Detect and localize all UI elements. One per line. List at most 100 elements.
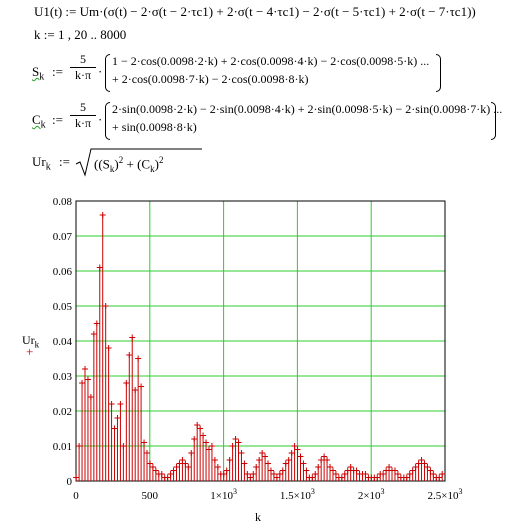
data-point-marker [300, 460, 307, 467]
equation-u1[interactable]: U1(t) := Um·(σ(t) − 2·σ(t − 2·τc1) + 2·σ… [34, 4, 476, 20]
data-point-marker [273, 474, 280, 481]
y-tick-label: 0.06 [53, 266, 73, 278]
data-point-marker [327, 464, 334, 470]
data-point-marker [208, 443, 215, 449]
data-point-marker [232, 436, 239, 442]
data-point-marker [167, 471, 174, 477]
equation-k-range[interactable]: k := 1 , 20 .. 8000 [34, 27, 126, 43]
k-range-definition: k := 1 , 20 .. 8000 [34, 27, 127, 42]
data-point-marker [294, 446, 301, 453]
data-point-marker [288, 450, 295, 456]
u1-definition: U1(t) := Um·(σ(t) − 2·σ(t − 2·τc1) + 2·σ… [34, 4, 476, 19]
data-point-marker [250, 471, 257, 477]
data-point-marker [114, 415, 121, 421]
y-tick-label: 0.02 [53, 406, 72, 418]
data-point-marker [380, 471, 387, 477]
data-point-marker [223, 467, 230, 474]
data-point-marker [406, 471, 413, 477]
urk-assign: := [59, 154, 70, 169]
urk-symbol: Urk [32, 154, 51, 173]
ck-left-paren [105, 102, 110, 140]
sk-assign: := [52, 64, 63, 79]
data-point-marker [329, 467, 336, 474]
data-point-marker [102, 303, 109, 309]
data-point-marker [120, 443, 127, 449]
equation-sk[interactable]: Sk := 5 k·π · 1 − 2·cos(0.0098·2·k) + 2·… [32, 52, 502, 96]
data-point-marker [123, 380, 130, 386]
data-point-marker [241, 460, 248, 467]
data-point-marker [229, 443, 236, 449]
ck-line-2: + sin(0.0098·8·k) [112, 120, 197, 134]
data-point-marker [321, 453, 328, 460]
data-point-marker [291, 443, 298, 449]
data-point-marker [318, 457, 325, 463]
ck-fraction: 5 k·π [70, 100, 96, 131]
data-point-marker [179, 457, 186, 463]
data-point-marker [338, 474, 345, 481]
y-tick-label: 0.05 [53, 301, 73, 313]
x-tick-label: 0 [73, 490, 79, 502]
data-point-marker [430, 471, 437, 477]
data-point-marker [315, 464, 322, 470]
data-point-marker [152, 467, 159, 474]
data-point-marker [93, 320, 100, 327]
data-point-marker [143, 450, 150, 456]
y-axis-label: Urk [22, 333, 40, 350]
sk-left-paren [105, 54, 110, 92]
data-point-marker [262, 453, 269, 460]
data-point-marker [436, 474, 443, 481]
data-point-marker [439, 471, 446, 477]
data-point-marker [182, 460, 189, 467]
data-point-marker [244, 471, 251, 477]
data-point-marker [226, 457, 233, 463]
data-point-marker [394, 471, 401, 477]
y-tick-label: 0.08 [53, 196, 73, 208]
data-point-marker [347, 464, 354, 470]
data-point-marker [344, 467, 351, 474]
equation-urk[interactable]: Urk := ((Sk)2 + (Ck)2 [32, 146, 232, 180]
data-point-marker [211, 457, 218, 463]
data-point-marker [247, 474, 254, 481]
data-point-marker [188, 450, 195, 456]
data-point-marker [90, 331, 97, 337]
data-point-marker [135, 355, 142, 362]
data-point-marker [386, 464, 393, 470]
urk-radicand: ((Sk)2 + (Ck)2 [94, 155, 164, 174]
data-point-marker [76, 443, 83, 449]
data-point-marker [238, 450, 245, 456]
ck-symbol: Ck [32, 112, 46, 131]
data-point-marker [132, 387, 139, 393]
equation-ck[interactable]: Ck := 5 k·π · 2·sin(0.0098·2·k) − 2·sin(… [32, 100, 502, 144]
data-point-marker [138, 383, 145, 390]
data-point-marker [297, 453, 304, 460]
data-point-marker [418, 457, 425, 463]
x-tick-label: 2.5×103 [428, 487, 463, 502]
data-point-marker [235, 439, 242, 446]
data-point-marker [424, 464, 431, 470]
y-tick-label: 0.07 [53, 231, 73, 243]
data-point-marker [173, 464, 180, 470]
data-point-marker [126, 352, 133, 358]
data-point-marker [312, 471, 319, 477]
data-point-marker [415, 460, 422, 467]
data-point-marker [87, 394, 94, 400]
data-point-marker [270, 471, 277, 477]
data-point-marker [82, 366, 89, 372]
data-point-marker [285, 457, 292, 463]
data-point-marker [324, 457, 331, 463]
x-tick-label: 2×103 [358, 487, 385, 502]
plot-frame [75, 200, 446, 482]
data-point-marker [421, 460, 428, 467]
data-point-marker [220, 471, 227, 477]
ck-assign: := [52, 112, 63, 127]
data-point-marker [403, 474, 410, 481]
data-point-marker [197, 425, 204, 432]
data-point-marker [391, 467, 398, 474]
data-point-marker [191, 436, 198, 442]
data-point-marker [253, 464, 260, 470]
data-point-marker [341, 471, 348, 477]
sk-line-2: + 2·cos(0.0098·7·k) − 2·cos(0.0098·8·k) [112, 72, 309, 86]
data-point-marker [259, 450, 266, 456]
data-point-marker [374, 474, 381, 481]
